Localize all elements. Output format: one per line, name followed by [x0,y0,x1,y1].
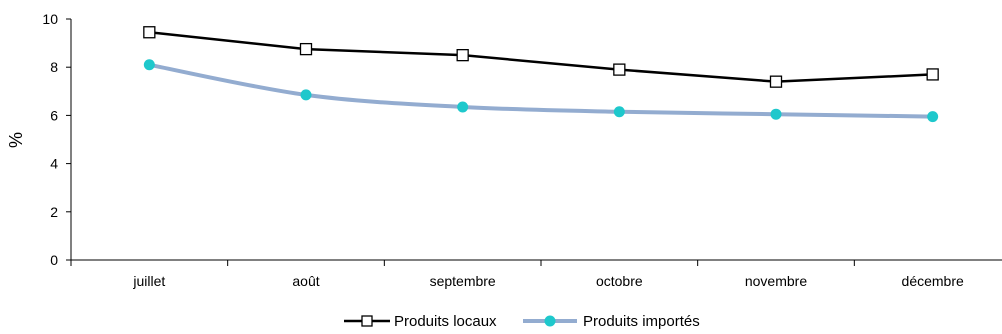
y-tick-label: 0 [50,252,58,268]
data-point [456,49,469,62]
data-point [926,68,939,81]
y-axis-title: % [6,132,26,148]
legend-swatch-marker [361,315,373,327]
legend-label: Produits locaux [394,313,497,330]
data-point [143,26,156,39]
legend-swatch-marker [544,315,556,327]
x-tick-label: novembre [745,273,807,289]
y-ticks: 0 2 4 6 8 10 [42,11,71,268]
y-tick-label: 8 [50,59,58,75]
data-point [770,108,782,120]
series-line [149,31,933,83]
data-point [613,106,625,118]
data-point [300,89,312,101]
data-point [613,63,626,76]
data-point [143,59,155,71]
data-point [927,111,939,123]
legend-item-produits-importes: Produits importés [523,313,700,330]
data-point [769,75,783,88]
legend-label: Produits importés [583,313,700,330]
x-tick-label: décembre [902,273,964,289]
y-tick-label: 4 [50,156,58,172]
series-produits-importes [143,59,939,123]
x-tick-label: septembre [430,273,496,289]
y-tick-label: 6 [50,107,58,123]
series-produits-locaux [143,26,939,88]
series-line [147,62,935,119]
axes [70,19,1002,261]
series-layer [143,26,939,123]
x-tick-label: juillet [132,273,165,289]
x-tick-label: août [292,273,319,289]
legend: Produits locaux Produits importés [344,313,700,330]
data-point [457,101,469,113]
x-tick-label: octobre [596,273,643,289]
legend-item-produits-locaux: Produits locaux [344,313,497,330]
x-ticks: juillet août septembre octobre novembre décem… [70,260,964,289]
y-tick-label: 2 [50,204,58,220]
data-point [299,42,313,56]
y-tick-label: 10 [42,11,58,27]
